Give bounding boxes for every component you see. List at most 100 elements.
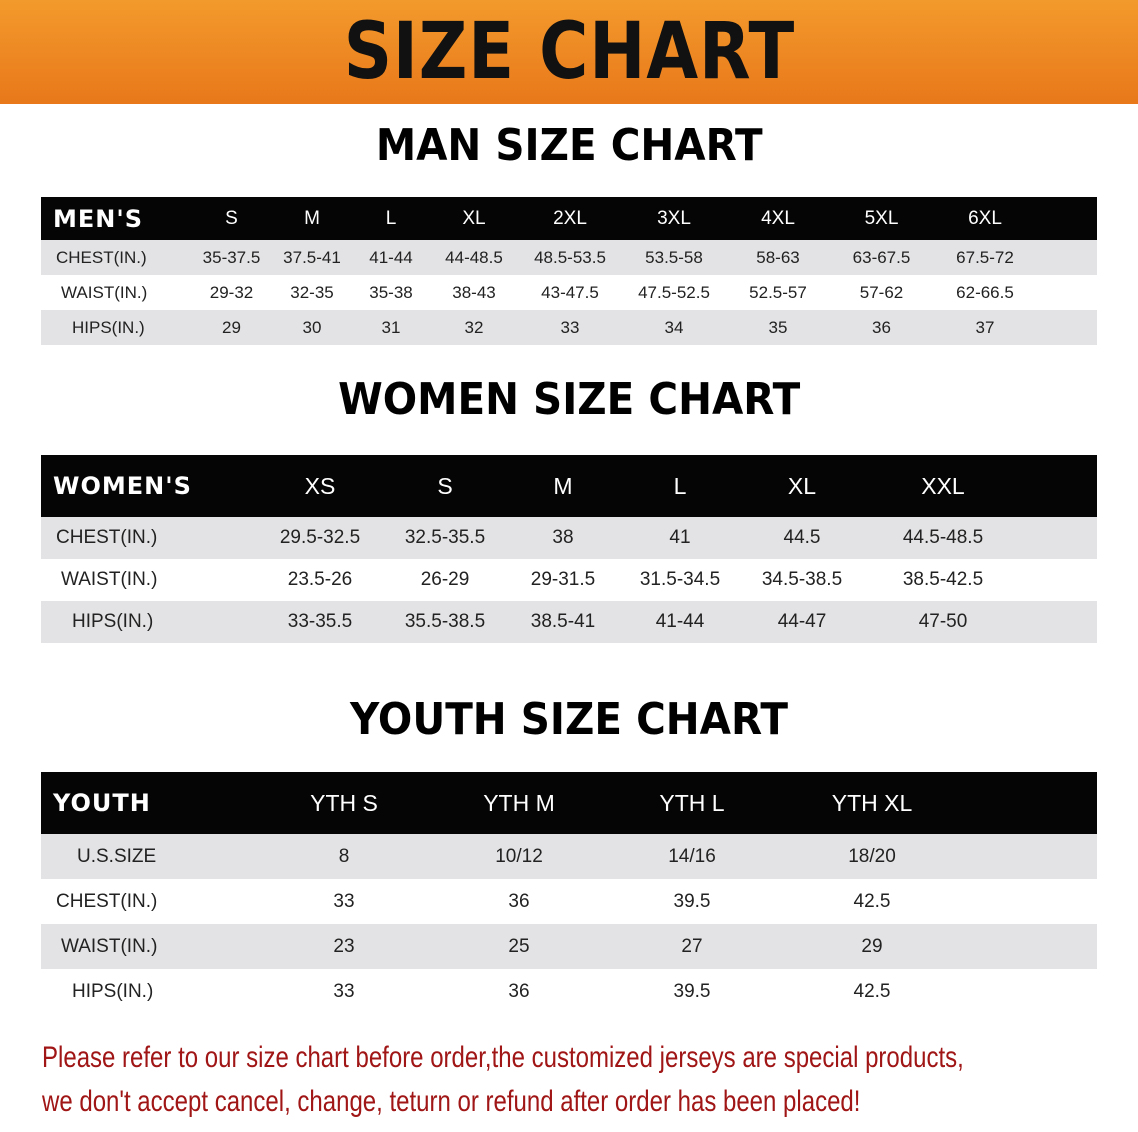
measurement-cell: 34 [664, 317, 684, 337]
measurement-cell: 31.5-34.5 [639, 569, 721, 590]
measurement-cell: 38.5-41 [530, 611, 596, 632]
measurement-cell: 29-31.5 [530, 569, 596, 590]
size-header-cell: 2XL [553, 207, 587, 229]
table-row: WAIST(IN.) 23 25 27 29 [41, 924, 1097, 969]
size-header-cell: L [385, 207, 397, 229]
size-header-cell: XXL [921, 472, 965, 499]
measurement-cell: 41-44 [655, 611, 705, 632]
measurement-cell: 18/20 [848, 845, 896, 867]
measurement-cell: 29 [861, 935, 883, 957]
measurement-cell: 67.5-72 [956, 247, 1014, 267]
youth-section-title: YOUTH SIZE CHART [0, 694, 1138, 745]
measurement-cell: 33 [333, 980, 355, 1002]
size-header-cell: M [304, 207, 320, 229]
table-row: U.S.SIZE 8 10/12 14/16 18/20 [41, 834, 1097, 879]
measurement-cell: 41-44 [369, 247, 413, 267]
row-label: CHEST(IN.) [56, 890, 158, 912]
table-header-row: MEN'S S M L XL 2XL 3XL 4XL 5XL 6XL [41, 197, 1097, 240]
table-row: CHEST(IN.) 29.5-32.5 32.5-35.5 38 41 44.5 44.5… [41, 517, 1097, 559]
measurement-cell: 32.5-35.5 [404, 527, 486, 548]
measurement-cell: 44.5-48.5 [902, 527, 984, 548]
men-size-table: MEN'S S M L XL 2XL 3XL 4XL 5XL 6XL CHEST(IN.) 35-37… [41, 197, 1097, 345]
measurement-cell: 35.5-38.5 [404, 611, 486, 632]
measurement-cell: 33-35.5 [287, 611, 353, 632]
measurement-cell: 8 [338, 845, 350, 867]
measurement-cell: 35-38 [369, 282, 413, 302]
row-label: HIPS(IN.) [72, 611, 154, 632]
measurement-cell: 25 [508, 935, 530, 957]
measurement-cell: 36 [508, 890, 530, 912]
measurement-cell: 47-50 [918, 611, 968, 632]
row-label: WAIST(IN.) [61, 282, 148, 302]
measurement-cell: 57-62 [859, 282, 904, 302]
measurement-cell: 37 [975, 317, 995, 337]
measurement-cell: 44-47 [777, 611, 827, 632]
row-label: WAIST(IN.) [61, 935, 158, 957]
size-header-cell: 5XL [864, 207, 899, 229]
size-chart-banner: SIZE CHART [0, 0, 1138, 104]
measurement-cell: 62-66.5 [956, 282, 1014, 302]
size-header-cell: YTH M [483, 789, 555, 816]
measurement-cell: 53.5-58 [645, 247, 703, 267]
measurement-cell: 26-29 [420, 569, 470, 590]
table-header-row: YOUTH YTH S YTH M YTH L YTH XL [41, 772, 1097, 834]
row-label: WAIST(IN.) [61, 569, 158, 590]
measurement-cell: 27 [681, 935, 703, 957]
measurement-cell: 32 [464, 317, 484, 337]
measurement-cell: 29 [222, 317, 241, 337]
measurement-cell: 35 [768, 317, 788, 337]
size-header-cell: XL [462, 207, 486, 229]
measurement-cell: 33 [333, 890, 355, 912]
measurement-cell: 42.5 [853, 980, 891, 1002]
measurement-cell: 39.5 [673, 890, 711, 912]
table-title-cell: YOUTH [53, 789, 151, 817]
measurement-cell: 32-35 [290, 282, 334, 302]
measurement-cell: 23.5-26 [287, 569, 353, 590]
measurement-cell: 38-43 [452, 282, 496, 302]
table-row: HIPS(IN.) 33 36 39.5 42.5 [41, 969, 1097, 1014]
measurement-cell: 36 [508, 980, 530, 1002]
measurement-cell: 35-37.5 [202, 247, 261, 267]
size-header-cell: XS [304, 472, 336, 499]
row-label: HIPS(IN.) [72, 980, 154, 1002]
women-section-title: WOMEN SIZE CHART [0, 374, 1138, 425]
size-header-cell: YTH S [310, 789, 378, 816]
men-section-title: MAN SIZE CHART [0, 120, 1138, 171]
main-title: SIZE CHART [343, 7, 795, 97]
size-header-cell: M [553, 472, 573, 499]
measurement-cell: 29.5-32.5 [279, 527, 361, 548]
women-size-table: WOMEN'S XS S M L XL XXL CHEST(IN.) 29.5-32.5 32.5… [41, 455, 1097, 643]
measurement-cell: 30 [302, 317, 322, 337]
measurement-cell: 48.5-53.5 [534, 247, 606, 267]
order-notice: Please refer to our size chart before or… [42, 1036, 1122, 1124]
size-header-cell: S [437, 472, 453, 499]
row-label: U.S.SIZE [77, 845, 157, 867]
measurement-cell: 33 [560, 317, 580, 337]
table-title-cell: MEN'S [53, 204, 143, 233]
row-label: CHEST(IN.) [56, 247, 147, 267]
women-title-text: WOMEN SIZE CHART [337, 374, 801, 425]
table-row: CHEST(IN.) 35-37.5 37.5-41 41-44 44-48.5 48.5… [41, 240, 1097, 275]
size-header-cell: YTH XL [831, 789, 913, 816]
table-title-cell: WOMEN'S [53, 472, 192, 500]
size-header-cell: S [225, 207, 238, 229]
size-header-cell: YTH L [659, 789, 725, 816]
size-header-cell: 6XL [968, 207, 1002, 229]
size-header-cell: 3XL [657, 207, 691, 229]
table-row: HIPS(IN.) 29 30 31 32 33 34 35 36 37 [41, 310, 1097, 345]
measurement-cell: 58-63 [756, 247, 800, 267]
measurement-cell: 42.5 [853, 890, 891, 912]
measurement-cell: 38.5-42.5 [902, 569, 984, 590]
table-row: WAIST(IN.) 29-32 32-35 35-38 38-43 43-47.5 47.… [41, 275, 1097, 310]
measurement-cell: 37.5-41 [283, 247, 341, 267]
measurement-cell: 10/12 [495, 845, 543, 867]
notice-line-1: Please refer to our size chart before or… [42, 1041, 964, 1074]
measurement-cell: 47.5-52.5 [638, 282, 710, 302]
size-header-cell: 4XL [761, 207, 795, 229]
measurement-cell: 34.5-38.5 [761, 569, 843, 590]
measurement-cell: 41 [669, 527, 691, 548]
size-header-cell: L [673, 472, 687, 499]
measurement-cell: 31 [381, 317, 401, 337]
measurement-cell: 63-67.5 [852, 247, 911, 267]
youth-title-text: YOUTH SIZE CHART [350, 694, 788, 745]
